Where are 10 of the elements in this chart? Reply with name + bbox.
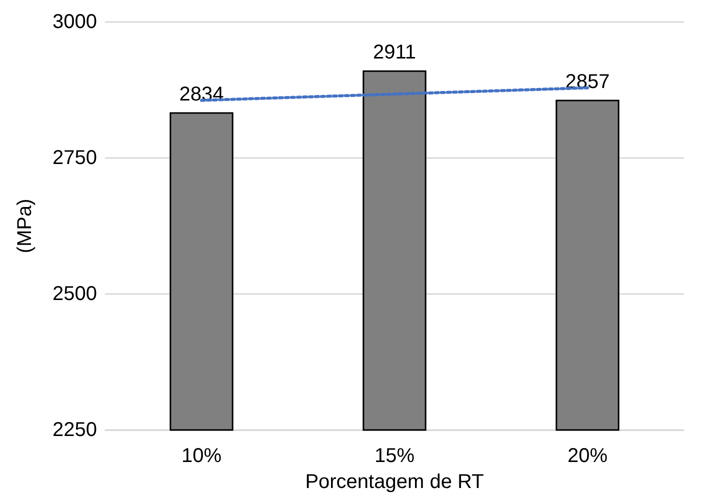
x-tick-label: 10% <box>181 445 222 467</box>
y-axis-title: (MPa) <box>14 198 36 254</box>
x-tick-label: 15% <box>374 445 415 467</box>
y-tick-label: 2250 <box>52 419 97 441</box>
x-tick-label: 20% <box>567 445 608 467</box>
y-tick-label: 2750 <box>52 147 97 169</box>
data-label: 2911 <box>372 41 416 64</box>
y-tick-label: 3000 <box>52 11 97 33</box>
y-tick-label: 2500 <box>52 283 97 305</box>
x-axis-title: Porcentagem de RT <box>305 471 484 493</box>
